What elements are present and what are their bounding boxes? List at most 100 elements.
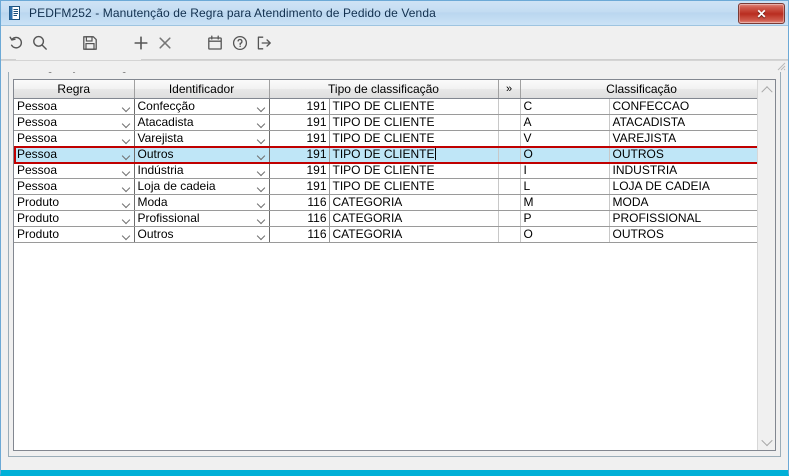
cell-tipo-codigo[interactable]: 191 <box>269 162 330 179</box>
cell-tipo-descricao[interactable]: TIPO DE CLIENTE <box>329 130 499 147</box>
table-row[interactable]: Pessoa Atacadista 191 TIPO DE CLIENTE A ATACA… <box>14 114 757 131</box>
cell-identificador[interactable]: Loja de cadeia <box>134 178 270 195</box>
table-row[interactable]: Produto Outros 116 CATEGORIA O OUTROS <box>14 226 757 243</box>
cell-classificacao-descricao[interactable]: PROFISSIONAL <box>609 210 757 227</box>
chevron-down-icon[interactable] <box>258 201 266 206</box>
table-row[interactable]: Produto Profissional 116 CATEGORIA P PROFISSI… <box>14 210 757 227</box>
cell-classificacao-codigo[interactable]: L <box>520 178 610 195</box>
cell-regra[interactable]: Produto <box>14 210 135 227</box>
cell-tipo-codigo[interactable]: 191 <box>269 146 330 163</box>
cell-identificador[interactable]: Atacadista <box>134 114 270 131</box>
chevron-down-icon[interactable] <box>258 121 266 126</box>
delete-icon[interactable] <box>154 32 176 54</box>
chevron-down-icon[interactable] <box>123 105 131 110</box>
search-icon[interactable] <box>29 32 51 54</box>
cell-regra[interactable]: Pessoa <box>14 130 135 147</box>
close-button[interactable]: ✕ <box>738 3 785 24</box>
cell-identificador[interactable]: Moda <box>134 194 270 211</box>
cell-regra[interactable]: Produto <box>14 226 135 243</box>
cell-classificacao-descricao[interactable]: ATACADISTA <box>609 114 757 131</box>
cell-regra[interactable]: Pessoa <box>14 162 135 179</box>
cell-tipo-descricao[interactable]: TIPO DE CLIENTE <box>329 162 499 179</box>
cell-regra[interactable]: Pessoa <box>14 146 135 163</box>
chevron-down-icon[interactable] <box>258 153 266 158</box>
table-row[interactable]: Pessoa Varejista 191 TIPO DE CLIENTE V VAREJI… <box>14 130 757 147</box>
resize-grip-icon[interactable] <box>774 59 786 71</box>
cell-regra[interactable]: Pessoa <box>14 178 135 195</box>
expand-tipo-classificacao-button[interactable]: » <box>498 80 521 99</box>
add-icon[interactable] <box>130 32 152 54</box>
table-row[interactable]: Pessoa Loja de cadeia 191 TIPO DE CLIENTE L L… <box>14 178 757 195</box>
chevron-down-icon[interactable] <box>123 169 131 174</box>
cell-classificacao-descricao[interactable]: OUTROS <box>609 146 757 163</box>
cell-tipo-descricao[interactable]: TIPO DE CLIENTE <box>329 114 499 131</box>
cell-classificacao-codigo[interactable]: I <box>520 162 610 179</box>
cell-tipo-codigo[interactable]: 116 <box>269 210 330 227</box>
cell-identificador[interactable]: Indústria <box>134 162 270 179</box>
chevron-down-icon[interactable] <box>258 137 266 142</box>
cell-regra[interactable]: Pessoa <box>14 98 135 115</box>
chevron-down-icon[interactable] <box>258 217 266 222</box>
calendar-icon[interactable] <box>204 32 226 54</box>
undo-icon[interactable] <box>6 32 28 54</box>
chevron-down-icon[interactable] <box>758 433 775 450</box>
cell-classificacao-descricao[interactable]: LOJA DE CADEIA <box>609 178 757 195</box>
chevron-down-icon[interactable] <box>123 153 131 158</box>
cell-tipo-codigo[interactable]: 191 <box>269 98 330 115</box>
cell-classificacao-codigo[interactable]: O <box>520 226 610 243</box>
cell-classificacao-codigo[interactable]: M <box>520 194 610 211</box>
table-row[interactable]: Pessoa Indústria 191 TIPO DE CLIENTE I INDUST… <box>14 162 757 179</box>
help-icon[interactable] <box>229 32 251 54</box>
cell-classificacao-descricao[interactable]: VAREJISTA <box>609 130 757 147</box>
cell-classificacao-codigo[interactable]: P <box>520 210 610 227</box>
cell-identificador[interactable]: Outros <box>134 226 270 243</box>
cell-classificacao-codigo[interactable]: A <box>520 114 610 131</box>
chevron-down-icon[interactable] <box>258 185 266 190</box>
column-header-regra[interactable]: Regra <box>14 80 135 99</box>
cell-tipo-codigo[interactable]: 191 <box>269 114 330 131</box>
cell-tipo-descricao[interactable]: CATEGORIA <box>329 210 499 227</box>
cell-tipo-codigo[interactable]: 116 <box>269 194 330 211</box>
cell-identificador[interactable]: Varejista <box>134 130 270 147</box>
cell-tipo-descricao[interactable]: TIPO DE CLIENTE <box>329 146 499 163</box>
chevron-down-icon[interactable] <box>123 137 131 142</box>
chevron-down-icon[interactable] <box>123 121 131 126</box>
exit-icon[interactable] <box>253 32 275 54</box>
chevron-up-icon[interactable] <box>758 80 775 97</box>
cell-tipo-descricao[interactable]: CATEGORIA <box>329 194 499 211</box>
chevron-down-icon[interactable] <box>123 185 131 190</box>
cell-identificador[interactable]: Profissional <box>134 210 270 227</box>
cell-tipo-codigo[interactable]: 116 <box>269 226 330 243</box>
chevron-down-icon[interactable] <box>258 105 266 110</box>
column-header-classificacao[interactable]: Classificação <box>520 80 757 99</box>
cell-classificacao-descricao[interactable]: MODA <box>609 194 757 211</box>
chevron-down-icon[interactable] <box>258 233 266 238</box>
cell-classificacao-descricao[interactable]: INDUSTRIA <box>609 162 757 179</box>
grid-vertical-scrollbar[interactable] <box>757 80 775 450</box>
cell-classificacao-codigo[interactable]: C <box>520 98 610 115</box>
cell-regra[interactable]: Produto <box>14 194 135 211</box>
column-header-identificador[interactable]: Identificador <box>134 80 270 99</box>
cell-tipo-codigo[interactable]: 191 <box>269 178 330 195</box>
table-row[interactable]: Produto Moda 116 CATEGORIA M MODA <box>14 194 757 211</box>
cell-identificador[interactable]: Outros <box>134 146 270 163</box>
cell-classificacao-codigo[interactable]: V <box>520 130 610 147</box>
cell-tipo-codigo[interactable]: 191 <box>269 130 330 147</box>
table-row[interactable]: Pessoa Outros 191 TIPO DE CLIENTE O OUTROS <box>14 146 757 163</box>
chevron-down-icon[interactable] <box>123 201 131 206</box>
cell-identificador[interactable]: Confecção <box>134 98 270 115</box>
cell-tipo-descricao[interactable]: CATEGORIA <box>329 226 499 243</box>
cell-classificacao-descricao[interactable]: CONFECCAO <box>609 98 757 115</box>
table-row[interactable]: Pessoa Confecção 191 TIPO DE CLIENTE C CONFEC… <box>14 98 757 115</box>
chevron-down-icon[interactable] <box>123 217 131 222</box>
cell-tipo-descricao[interactable]: TIPO DE CLIENTE <box>329 178 499 195</box>
chevron-down-icon[interactable] <box>258 169 266 174</box>
cell-tipo-descricao[interactable]: TIPO DE CLIENTE <box>329 98 499 115</box>
column-header-tipo-classificacao[interactable]: Tipo de classificação <box>269 80 499 99</box>
save-icon[interactable] <box>79 32 101 54</box>
chevron-down-icon[interactable] <box>123 233 131 238</box>
cell-regra[interactable]: Pessoa <box>14 114 135 131</box>
cell-classificacao-codigo-text: L <box>523 179 531 193</box>
cell-classificacao-descricao[interactable]: OUTROS <box>609 226 757 243</box>
cell-classificacao-codigo[interactable]: O <box>520 146 610 163</box>
